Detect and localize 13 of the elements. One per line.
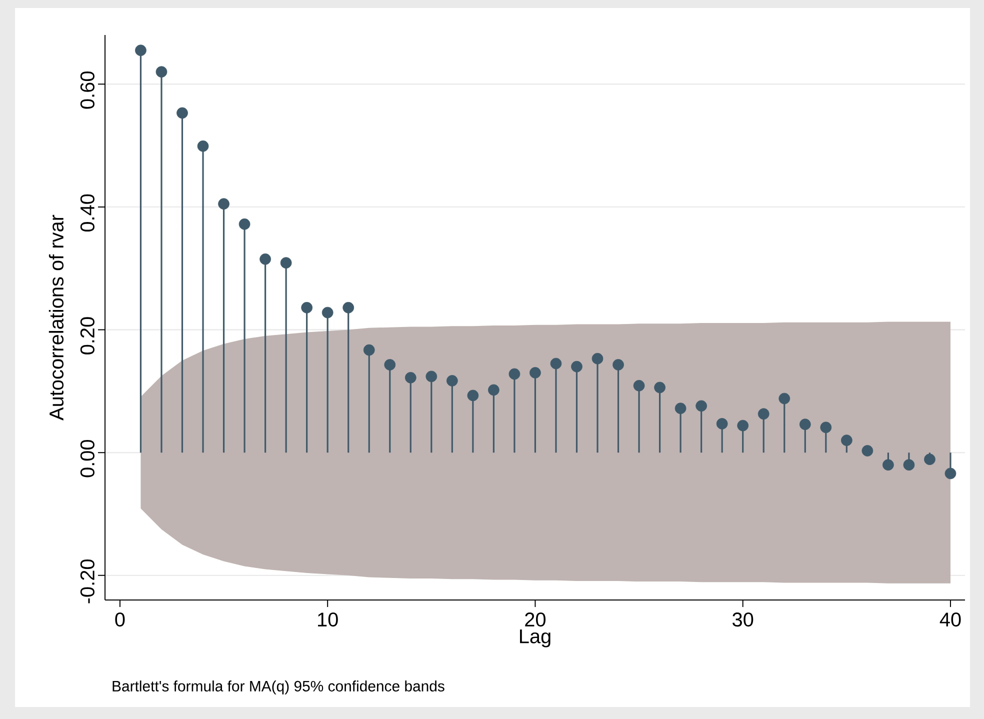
x-tick-label: 30 <box>732 612 754 627</box>
y-tick-label: 0.60 <box>80 72 94 109</box>
y-axis-title: Autocorrelations of rvar <box>48 214 64 420</box>
x-tick-label: 0 <box>115 612 125 627</box>
x-tick-label: 40 <box>940 612 961 627</box>
y-tick-label: 0.00 <box>80 440 94 478</box>
x-tick-label: 20 <box>525 612 546 627</box>
y-tick-label: -0.20 <box>80 560 94 604</box>
text: Bartlett's formula for MA(q) 95% confidence bands <box>112 680 444 694</box>
x-tick-label: 10 <box>318 612 338 627</box>
y-tick-label: 0.20 <box>80 317 94 354</box>
x-axis-title: Lag <box>520 629 550 648</box>
y-tick-label: 0.40 <box>80 194 94 232</box>
